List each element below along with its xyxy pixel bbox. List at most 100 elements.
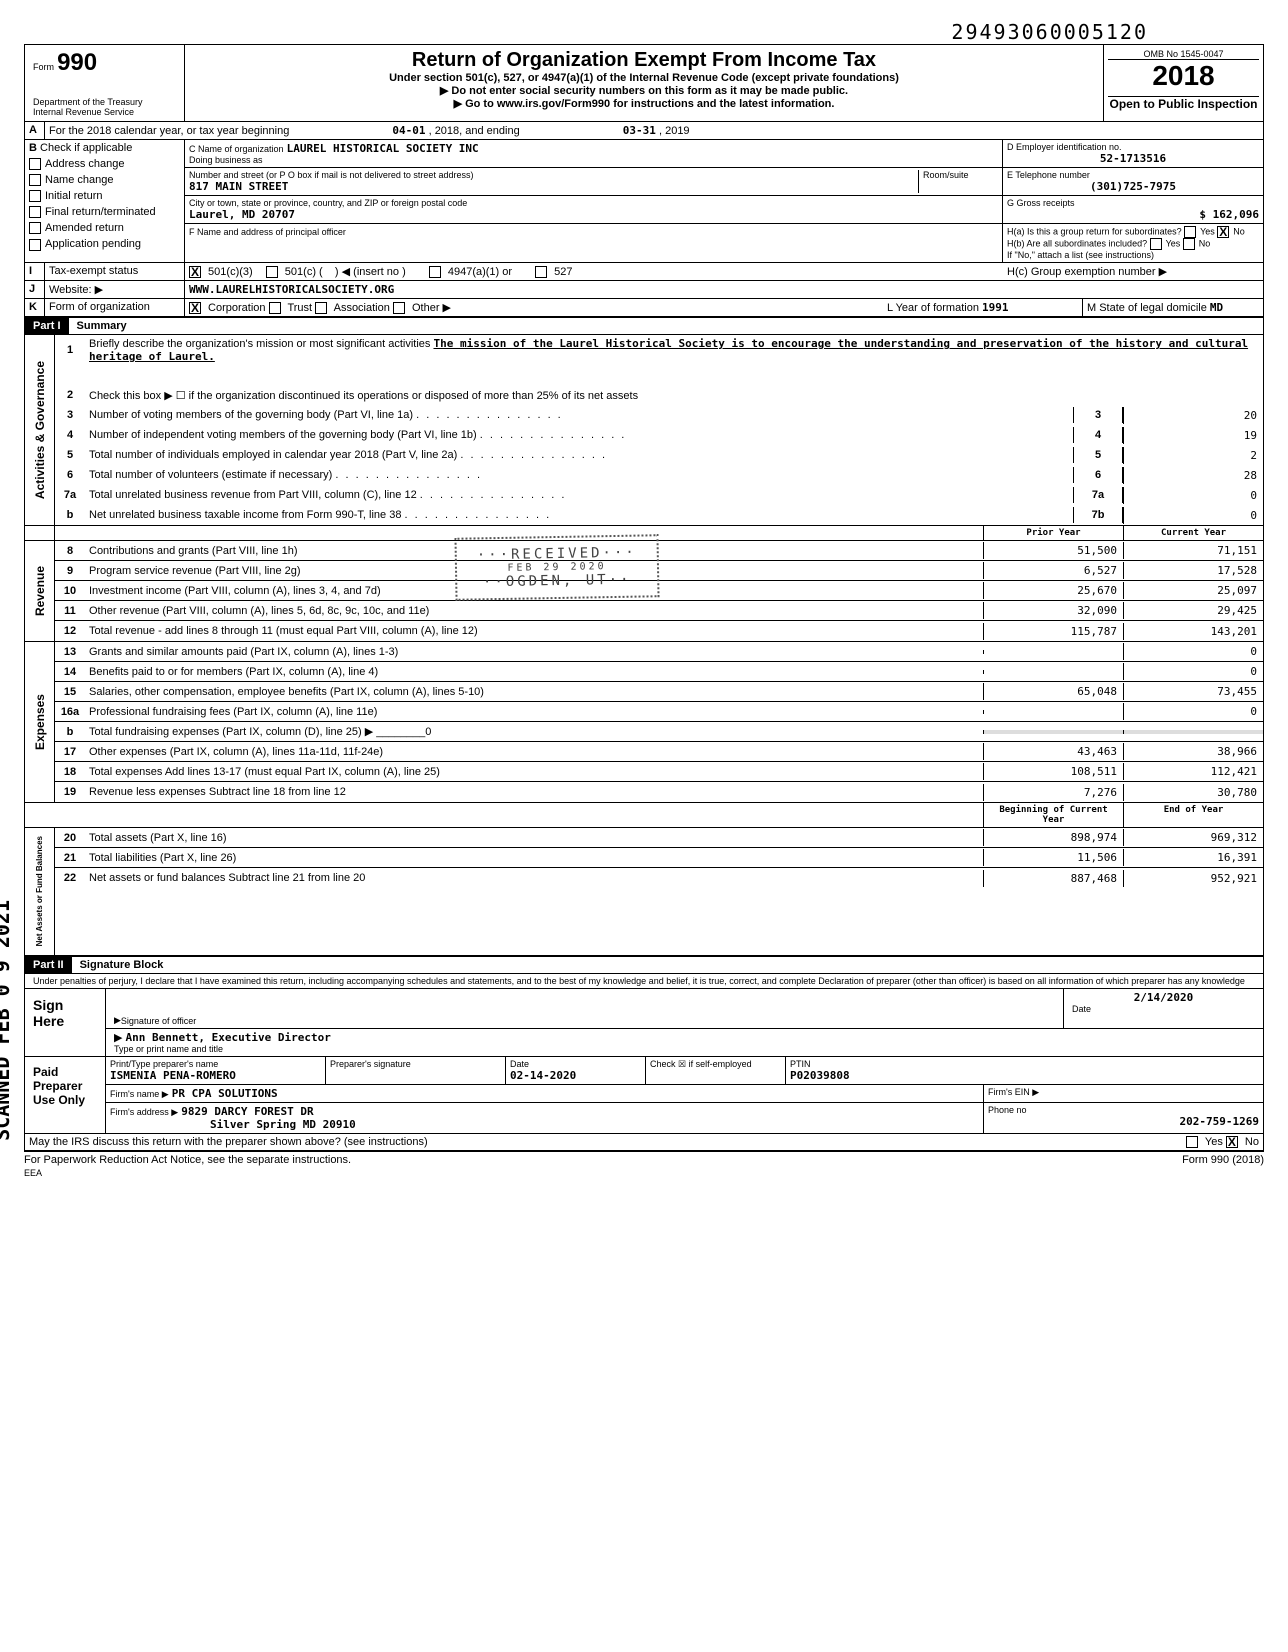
warning1: ▶ Do not enter social security numbers o… bbox=[189, 84, 1099, 97]
checkbox-ha-no[interactable] bbox=[1217, 226, 1229, 238]
checkbox-corp[interactable] bbox=[189, 302, 201, 314]
label-amended: Amended return bbox=[45, 222, 124, 234]
data-line: 18 Total expenses Add lines 13-17 (must … bbox=[55, 762, 1263, 782]
row-a: A For the 2018 calendar year, or tax yea… bbox=[25, 122, 1263, 140]
firm-phone-label: Phone no bbox=[988, 1105, 1259, 1115]
checkbox-501c[interactable] bbox=[266, 266, 278, 278]
gov-line: 7a Total unrelated business revenue from… bbox=[55, 485, 1263, 505]
phone: (301)725-7975 bbox=[1007, 180, 1259, 193]
form-org-label: Form of organization bbox=[45, 299, 185, 316]
officer-sig-label: Signature of officer bbox=[121, 1016, 196, 1026]
checkbox-discuss-no[interactable] bbox=[1226, 1136, 1238, 1148]
gov-line: b Net unrelated business taxable income … bbox=[55, 505, 1263, 525]
checkbox-name-change[interactable] bbox=[29, 174, 41, 186]
discuss-text: May the IRS discuss this return with the… bbox=[29, 1136, 428, 1148]
warning2: ▶ Go to www.irs.gov/Form990 for instruct… bbox=[189, 97, 1099, 110]
ptin: P02039808 bbox=[790, 1069, 1259, 1082]
prior-year-header: Prior Year bbox=[983, 526, 1123, 540]
row-j: J Website: ▶ WWW.LAURELHISTORICALSOCIETY… bbox=[25, 281, 1263, 299]
data-line: 20 Total assets (Part X, line 16) 898,97… bbox=[55, 828, 1263, 848]
preparer-name-label: Print/Type preparer's name bbox=[110, 1059, 321, 1069]
phone-label: E Telephone number bbox=[1007, 170, 1259, 180]
data-line: 8 Contributions and grants (Part VIII, l… bbox=[55, 541, 1263, 561]
data-line: 16a Professional fundraising fees (Part … bbox=[55, 702, 1263, 722]
preparer-sig-label: Preparer's signature bbox=[326, 1057, 506, 1084]
officer-name: Ann Bennett, Executive Director bbox=[126, 1031, 331, 1044]
website: WWW.LAURELHISTORICALSOCIETY.ORG bbox=[185, 281, 1263, 298]
form-number: 990 bbox=[57, 49, 97, 76]
stamp-line3: ··OGDEN, UT·· bbox=[477, 572, 637, 591]
irs-label: Internal Revenue Service bbox=[33, 107, 176, 117]
sign-here-section: Sign Here ▶ Signature of officer 2/14/20… bbox=[25, 989, 1263, 1057]
checkbox-ha-yes[interactable] bbox=[1184, 226, 1196, 238]
prep-date: 02-14-2020 bbox=[510, 1069, 641, 1082]
document-number: 29493060005120 bbox=[20, 20, 1268, 44]
perjury-text: Under penalties of perjury, I declare th… bbox=[25, 974, 1263, 989]
data-line: 14 Benefits paid to or for members (Part… bbox=[55, 662, 1263, 682]
dba-label: Doing business as bbox=[189, 155, 998, 165]
form-header: Form 990 Department of the Treasury Inte… bbox=[25, 45, 1263, 122]
state-domicile: MD bbox=[1210, 301, 1223, 314]
city-label: City or town, state or province, country… bbox=[189, 198, 998, 208]
ein-label: D Employer identification no. bbox=[1007, 142, 1259, 152]
data-line: 17 Other expenses (Part IX, column (A), … bbox=[55, 742, 1263, 762]
address-label: Number and street (or P O box if mail is… bbox=[189, 170, 918, 180]
firm-ein-label: Firm's EIN ▶ bbox=[983, 1085, 1263, 1102]
website-label: Website: ▶ bbox=[45, 281, 185, 298]
officer-title-label: Type or print name and title bbox=[114, 1044, 1255, 1054]
part2-label: Part II bbox=[25, 957, 72, 973]
ptin-label: PTIN bbox=[790, 1059, 1259, 1069]
address: 817 MAIN STREET bbox=[189, 180, 918, 193]
expenses-section: Expenses 13 Grants and similar amounts p… bbox=[25, 642, 1263, 803]
data-line: 12 Total revenue - add lines 8 through 1… bbox=[55, 621, 1263, 641]
end-year-header: End of Year bbox=[1123, 803, 1263, 827]
firm-phone: 202-759-1269 bbox=[988, 1115, 1259, 1128]
org-name-label: C Name of organization bbox=[189, 144, 284, 154]
checkbox-pending[interactable] bbox=[29, 239, 41, 251]
part2-title: Signature Block bbox=[72, 957, 172, 973]
checkbox-discuss-yes[interactable] bbox=[1186, 1136, 1198, 1148]
checkbox-hb-yes[interactable] bbox=[1150, 238, 1162, 250]
tax-year: 2018 bbox=[1108, 60, 1259, 97]
hb-label: H(b) Are all subordinates included? bbox=[1007, 238, 1147, 248]
room-label: Room/suite bbox=[918, 170, 998, 193]
part1-header: Part I Summary bbox=[25, 317, 1263, 335]
data-line: 19 Revenue less expenses Subtract line 1… bbox=[55, 782, 1263, 802]
checkbox-initial-return[interactable] bbox=[29, 190, 41, 202]
data-line: 11 Other revenue (Part VIII, column (A),… bbox=[55, 601, 1263, 621]
checkbox-address-change[interactable] bbox=[29, 158, 41, 170]
part1-title: Summary bbox=[69, 318, 135, 334]
main-title: Return of Organization Exempt From Incom… bbox=[189, 49, 1099, 72]
gov-line: 6 Total number of volunteers (estimate i… bbox=[55, 465, 1263, 485]
net-assets-section: Net Assets or Fund Balances 20 Total ass… bbox=[25, 828, 1263, 955]
firm-addr1: 9829 DARCY FOREST DR bbox=[181, 1105, 313, 1118]
label-name-change: Name change bbox=[45, 174, 114, 186]
discuss-row: May the IRS discuss this return with the… bbox=[25, 1134, 1263, 1151]
ha-label: H(a) Is this a group return for subordin… bbox=[1007, 226, 1182, 236]
form-footer: Form 990 (2018) bbox=[1182, 1154, 1264, 1166]
period-start: 04-01 bbox=[392, 124, 425, 137]
h-note: If "No," attach a list (see instructions… bbox=[1007, 250, 1154, 260]
period-start-year: , 2018, and ending bbox=[429, 125, 520, 137]
label-address-change: Address change bbox=[45, 158, 125, 170]
period-end-year: , 2019 bbox=[659, 125, 690, 137]
omb-number: OMB No 1545-0047 bbox=[1108, 49, 1259, 60]
checkbox-final-return[interactable] bbox=[29, 206, 41, 218]
org-name: LAUREL HISTORICAL SOCIETY INC bbox=[287, 142, 479, 155]
sign-here-label: Sign Here bbox=[25, 989, 105, 1056]
checkbox-501c3[interactable] bbox=[189, 266, 201, 278]
checkbox-527[interactable] bbox=[535, 266, 547, 278]
checkbox-amended[interactable] bbox=[29, 222, 41, 234]
state-label: M State of legal domicile bbox=[1087, 302, 1207, 314]
paid-preparer-section: Paid Preparer Use Only Print/Type prepar… bbox=[25, 1057, 1263, 1134]
sidebar-governance: Activities & Governance bbox=[31, 353, 49, 507]
scanned-stamp: SCANNED FEB 0 9 2021 bbox=[0, 900, 14, 1141]
checkbox-other[interactable] bbox=[393, 302, 405, 314]
checkbox-hb-no[interactable] bbox=[1183, 238, 1195, 250]
checkbox-4947[interactable] bbox=[429, 266, 441, 278]
ein: 52-1713516 bbox=[1007, 152, 1259, 165]
checkbox-trust[interactable] bbox=[269, 302, 281, 314]
firm-name-label: Firm's name ▶ bbox=[110, 1089, 169, 1099]
line2-text: Check this box ▶ ☐ if the organization d… bbox=[85, 387, 1263, 404]
checkbox-assoc[interactable] bbox=[315, 302, 327, 314]
